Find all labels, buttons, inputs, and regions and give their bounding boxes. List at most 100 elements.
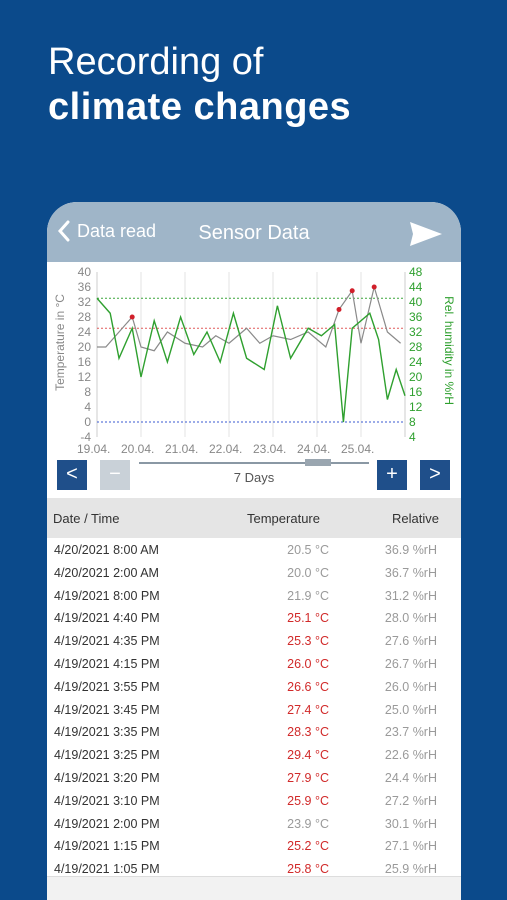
page-title: Sensor Data	[198, 222, 310, 244]
row-humidity: 25.0 %rH	[384, 702, 437, 717]
row-datetime: 4/19/2021 4:35 PM	[54, 634, 160, 649]
time-range-label: 7 Days	[233, 470, 275, 485]
right-axis-title: Rel. humidity in %rH	[442, 296, 456, 405]
right-tick-label: 48	[409, 265, 423, 279]
x-tick-label: 25.04.	[341, 442, 374, 456]
row-datetime: 4/19/2021 3:25 PM	[54, 748, 160, 763]
row-temperature: 25.2 °C	[287, 839, 329, 854]
header-temperature: Temperature	[247, 511, 320, 526]
table-row[interactable]: 4/19/2021 8:00 PM 21.9 °C 31.2 %rH	[47, 584, 461, 607]
humidity-line	[96, 297, 406, 423]
row-humidity: 30.1 %rH	[384, 816, 437, 831]
left-axis-title: Temperature in °C	[53, 294, 67, 391]
row-datetime: 4/19/2021 1:05 PM	[54, 862, 160, 876]
sensor-chart[interactable]: 40 36 32 28 24 20 16 12 8 4 0 -4 48 44 40 36 32 28 24 20 16 1…	[47, 262, 461, 458]
table-row[interactable]: 4/19/2021 1:15 PM 25.2 °C 27.1 %rH	[47, 834, 461, 857]
x-tick-label: 24.04.	[297, 442, 330, 456]
footer-bar	[47, 876, 461, 900]
left-tick-label: 24	[78, 325, 92, 339]
temperature-line	[97, 284, 401, 352]
right-tick-label: 44	[409, 280, 423, 294]
table-row[interactable]: 4/19/2021 4:15 PM 26.0 °C 26.7 %rH	[47, 652, 461, 675]
temperature-alarm-point	[129, 314, 135, 320]
header-datetime: Date / Time	[53, 511, 120, 526]
zoom-in-button[interactable]: +	[377, 460, 407, 490]
header-relative: Relative	[392, 511, 439, 526]
right-tick-label: 4	[409, 430, 416, 444]
row-datetime: 4/20/2021 2:00 AM	[54, 565, 159, 580]
left-tick-label: 32	[78, 295, 92, 309]
table-row[interactable]: 4/19/2021 3:55 PM 26.6 °C 26.0 %rH	[47, 675, 461, 698]
row-humidity: 22.6 %rH	[384, 748, 437, 763]
right-tick-label: 32	[409, 325, 423, 339]
row-temperature: 29.4 °C	[287, 748, 329, 763]
table-row[interactable]: 4/19/2021 2:00 PM 23.9 °C 30.1 %rH	[47, 812, 461, 835]
row-humidity: 36.7 %rH	[384, 565, 437, 580]
right-tick-label: 20	[409, 370, 423, 384]
chevron-left-icon	[57, 220, 70, 242]
temperature-alarm-point	[336, 307, 342, 312]
row-datetime: 4/19/2021 3:20 PM	[54, 770, 160, 785]
row-temperature: 20.0 °C	[287, 565, 329, 580]
row-humidity: 25.9 %rH	[384, 862, 437, 876]
row-temperature: 21.9 °C	[287, 588, 329, 603]
left-tick-label: 8	[84, 385, 91, 399]
x-tick-label: 21.04.	[165, 442, 198, 456]
row-datetime: 4/19/2021 2:00 PM	[54, 816, 160, 831]
send-icon[interactable]	[409, 220, 443, 248]
row-datetime: 4/19/2021 1:15 PM	[54, 839, 160, 854]
data-list[interactable]: 4/20/2021 8:00 AM 20.5 °C 36.9 %rH 4/20/202…	[47, 538, 461, 876]
left-tick-label: -4	[80, 430, 91, 444]
table-row[interactable]: 4/20/2021 8:00 AM 20.5 °C 36.9 %rH	[47, 538, 461, 561]
back-button[interactable]: Data read	[57, 220, 156, 242]
table-row[interactable]: 4/19/2021 4:40 PM 25.1 °C 28.0 %rH	[47, 606, 461, 629]
table-row[interactable]: 4/19/2021 3:45 PM 27.4 °C 25.0 %rH	[47, 698, 461, 721]
table-row[interactable]: 4/20/2021 2:00 AM 20.0 °C 36.7 %rH	[47, 561, 461, 584]
table-row[interactable]: 4/19/2021 3:10 PM 25.9 °C 27.2 %rH	[47, 789, 461, 812]
time-scrollbar-thumb[interactable]	[305, 459, 331, 466]
x-tick-label: 23.04.	[253, 442, 286, 456]
zoom-out-button[interactable]: −	[100, 460, 130, 490]
row-humidity: 27.2 %rH	[384, 793, 437, 808]
table-row[interactable]: 4/19/2021 1:05 PM 25.8 °C 25.9 %rH	[47, 857, 461, 876]
headline-line-1: Recording of	[48, 41, 264, 83]
row-temperature: 26.6 °C	[287, 679, 329, 694]
row-humidity: 27.6 %rH	[384, 634, 437, 649]
previous-button[interactable]: <	[57, 460, 87, 490]
left-tick-label: 40	[78, 265, 92, 279]
x-tick-label: 20.04.	[121, 442, 154, 456]
left-tick-label: 36	[78, 280, 92, 294]
row-datetime: 4/19/2021 3:55 PM	[54, 679, 160, 694]
row-datetime: 4/19/2021 3:45 PM	[54, 702, 160, 717]
table-row[interactable]: 4/19/2021 4:35 PM 25.3 °C 27.6 %rH	[47, 629, 461, 652]
left-tick-label: 0	[84, 415, 91, 429]
temperature-alarm-point	[349, 288, 355, 294]
x-tick-label: 19.04.	[77, 442, 110, 456]
left-tick-label: 28	[78, 310, 92, 324]
phone-screen: Data read Sensor Data 40 36 32 28 24 20 16 12 8 4…	[47, 202, 461, 900]
row-datetime: 4/19/2021 3:35 PM	[54, 725, 160, 740]
next-button[interactable]: >	[420, 460, 450, 490]
row-humidity: 26.0 %rH	[384, 679, 437, 694]
headline-line-2: climate changes	[48, 86, 352, 128]
row-temperature: 26.0 °C	[287, 656, 329, 671]
row-datetime: 4/19/2021 3:10 PM	[54, 793, 160, 808]
table-row[interactable]: 4/19/2021 3:20 PM 27.9 °C 24.4 %rH	[47, 766, 461, 789]
row-humidity: 24.4 %rH	[384, 770, 437, 785]
row-temperature: 28.3 °C	[287, 725, 329, 740]
left-tick-label: 16	[78, 355, 92, 369]
chart-controls: < − 7 Days + >	[47, 458, 461, 494]
row-datetime: 4/20/2021 8:00 AM	[54, 543, 159, 557]
row-humidity: 31.2 %rH	[384, 588, 437, 603]
table-row[interactable]: 4/19/2021 3:25 PM 29.4 °C 22.6 %rH	[47, 743, 461, 766]
row-humidity: 23.7 %rH	[384, 725, 437, 740]
row-humidity: 27.1 %rH	[384, 839, 437, 854]
row-temperature: 27.9 °C	[287, 770, 329, 785]
row-datetime: 4/19/2021 8:00 PM	[54, 588, 160, 603]
right-tick-label: 24	[409, 355, 423, 369]
right-tick-label: 36	[409, 310, 423, 324]
row-humidity: 28.0 %rH	[384, 611, 437, 626]
row-temperature: 25.3 °C	[287, 634, 329, 649]
table-row[interactable]: 4/19/2021 3:35 PM 28.3 °C 23.7 %rH	[47, 720, 461, 743]
time-scrollbar[interactable]	[139, 462, 369, 464]
